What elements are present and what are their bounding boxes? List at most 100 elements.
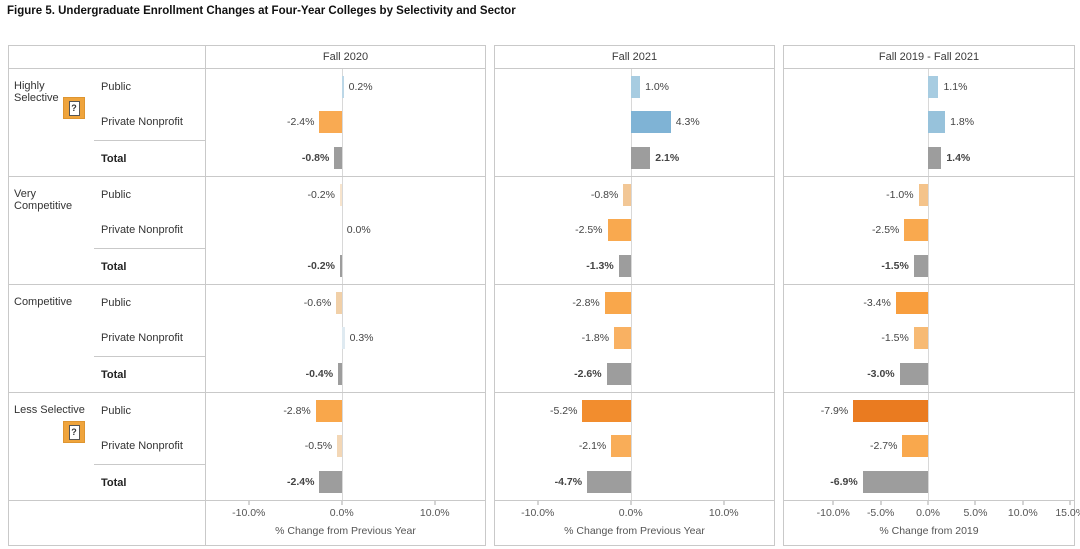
- bar[interactable]: [607, 219, 631, 241]
- zero-axis-line: [928, 177, 930, 212]
- bar[interactable]: [336, 292, 342, 314]
- sector-label-text: Private Nonprofit: [101, 224, 183, 236]
- value-label: -2.7%: [870, 440, 898, 452]
- value-label: -0.8%: [590, 188, 619, 201]
- axis-spacer: [8, 522, 205, 546]
- value-label: -1.8%: [581, 332, 610, 344]
- bar[interactable]: [337, 435, 342, 457]
- tick-mark: [1022, 501, 1024, 505]
- bar-cell: 1.0%: [494, 68, 775, 104]
- zero-axis-line: [341, 428, 343, 464]
- bar[interactable]: [862, 471, 929, 493]
- axis-title-text: % Change from Previous Year: [564, 525, 705, 537]
- bar[interactable]: [904, 219, 929, 241]
- zero-axis-line: [630, 393, 632, 428]
- bar[interactable]: [614, 327, 631, 349]
- zero-axis-line: [630, 285, 632, 320]
- bar[interactable]: [338, 363, 342, 385]
- bar[interactable]: [853, 400, 929, 422]
- bar[interactable]: [319, 111, 342, 133]
- group-label-text: Less Selective: [14, 404, 85, 416]
- bar-cell: -2.4%: [205, 464, 486, 500]
- figure-title: Figure 5. Undergraduate Enrollment Chang…: [7, 5, 516, 17]
- panel-title: Fall 2019 - Fall 2021: [783, 45, 1075, 68]
- sector-label-text: Total: [101, 152, 127, 165]
- bar[interactable]: [623, 184, 631, 206]
- bar[interactable]: [630, 111, 671, 133]
- value-label: -2.1%: [578, 440, 607, 452]
- bar[interactable]: [928, 111, 946, 133]
- tick-label: 10.0%: [708, 507, 739, 519]
- tick-label: 0.0%: [916, 507, 941, 519]
- zero-axis-line: [928, 356, 930, 392]
- value-label: -5.2%: [549, 404, 578, 417]
- bar[interactable]: [630, 147, 651, 169]
- zero-axis-line: [341, 356, 343, 392]
- sector-label-text: Total: [101, 368, 127, 381]
- value-label: 0.0%: [346, 224, 371, 236]
- tick-mark: [630, 501, 632, 505]
- tick-mark: [880, 501, 882, 505]
- bar-cell: -2.5%: [494, 212, 775, 248]
- bar-cell: -1.3%: [494, 248, 775, 284]
- bar-cell: 0.0%: [205, 212, 486, 248]
- sector-label: Private Nonprofit: [94, 428, 205, 464]
- zero-axis-line: [928, 393, 930, 428]
- bar[interactable]: [630, 76, 641, 98]
- zero-axis-line: [630, 356, 632, 392]
- bar[interactable]: [918, 184, 929, 206]
- zero-axis-line: [630, 248, 632, 284]
- bar[interactable]: [606, 363, 631, 385]
- bar[interactable]: [902, 435, 929, 457]
- value-label: 0.2%: [348, 80, 373, 93]
- bar[interactable]: [618, 255, 631, 277]
- sector-label: Total: [94, 248, 205, 284]
- bar[interactable]: [339, 184, 342, 206]
- tick-mark: [248, 501, 250, 505]
- bar[interactable]: [315, 400, 342, 422]
- bar[interactable]: [895, 292, 929, 314]
- bar[interactable]: [319, 471, 342, 493]
- sector-label-text: Public: [101, 404, 131, 417]
- help-icon[interactable]: ?: [63, 421, 85, 443]
- bar[interactable]: [611, 435, 631, 457]
- bar-cell: 1.1%: [783, 68, 1075, 104]
- sector-label: Public: [94, 284, 205, 320]
- tick-mark: [537, 501, 539, 505]
- zero-axis-line: [630, 464, 632, 500]
- zero-axis-line: [928, 464, 930, 500]
- help-icon-glyph: ?: [68, 424, 80, 440]
- bar-cell: -2.5%: [783, 212, 1075, 248]
- bar[interactable]: [334, 147, 342, 169]
- help-icon[interactable]: ?: [63, 97, 85, 119]
- bar[interactable]: [928, 147, 942, 169]
- bar[interactable]: [587, 471, 631, 493]
- bar-cell: 0.3%: [205, 320, 486, 356]
- tick-mark: [723, 501, 725, 505]
- value-label: -0.8%: [301, 152, 330, 164]
- value-label: -2.4%: [287, 116, 315, 128]
- bar-cell: -6.9%: [783, 464, 1075, 500]
- bar[interactable]: [582, 400, 631, 422]
- bar[interactable]: [899, 363, 929, 385]
- sector-label: Total: [94, 140, 205, 176]
- bar-cell: -0.8%: [205, 140, 486, 176]
- axis-spacer: [8, 500, 205, 522]
- value-label: -2.8%: [572, 296, 600, 309]
- bar[interactable]: [913, 327, 929, 349]
- bar[interactable]: [341, 76, 344, 98]
- panel-title: Fall 2020: [205, 45, 486, 68]
- value-label: 1.0%: [645, 80, 670, 93]
- bar[interactable]: [928, 76, 939, 98]
- sector-label-text: Private Nonprofit: [101, 440, 183, 452]
- bar[interactable]: [341, 327, 345, 349]
- bar-cell: -1.8%: [494, 320, 775, 356]
- row-label-header: [8, 45, 205, 68]
- sector-label: Private Nonprofit: [94, 104, 205, 140]
- bar[interactable]: [339, 255, 342, 277]
- value-label: 1.1%: [943, 80, 968, 93]
- selectivity-group-label: Highly Selective?: [8, 68, 94, 176]
- sector-label: Private Nonprofit: [94, 212, 205, 248]
- bar[interactable]: [604, 292, 631, 314]
- bar[interactable]: [913, 255, 929, 277]
